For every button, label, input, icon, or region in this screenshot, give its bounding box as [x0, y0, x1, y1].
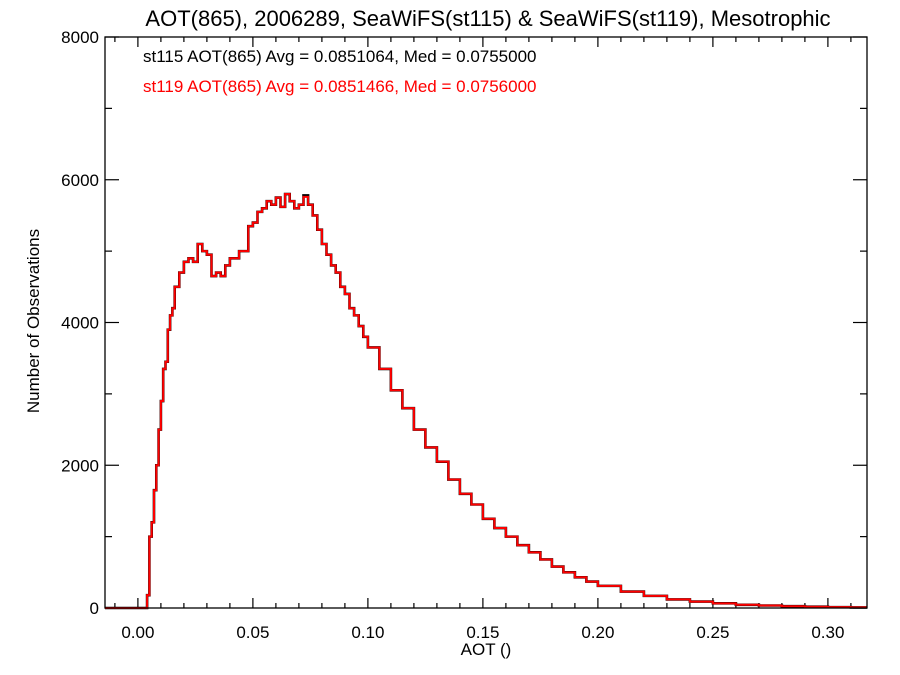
y-tick-label: 2000 — [61, 456, 99, 475]
x-tick-label: 0.15 — [466, 623, 499, 642]
legend-st119: st119 AOT(865) Avg = 0.0851466, Med = 0.… — [143, 77, 537, 96]
x-axis-label: AOT () — [461, 640, 512, 659]
y-tick-label: 0 — [90, 599, 99, 618]
y-tick-label: 4000 — [61, 314, 99, 333]
series-st115-line — [105, 192, 867, 610]
plot-frame — [104, 36, 868, 609]
x-tick-label: 0.05 — [236, 623, 269, 642]
chart-title: AOT(865), 2006289, SeaWiFS(st115) & SeaW… — [145, 6, 830, 31]
x-tick-label: 0.10 — [351, 623, 384, 642]
y-tick-label: 8000 — [61, 28, 99, 47]
x-tick-label: 0.25 — [696, 623, 729, 642]
y-axis-label: Number of Observations — [24, 229, 43, 413]
x-tick-label: 0.30 — [811, 623, 844, 642]
y-tick-label: 6000 — [61, 171, 99, 190]
legend-st115: st115 AOT(865) Avg = 0.0851064, Med = 0.… — [143, 47, 537, 66]
x-tick-label: 0.20 — [581, 623, 614, 642]
x-tick-label: 0.00 — [121, 623, 154, 642]
series-st119-line — [105, 193, 867, 609]
